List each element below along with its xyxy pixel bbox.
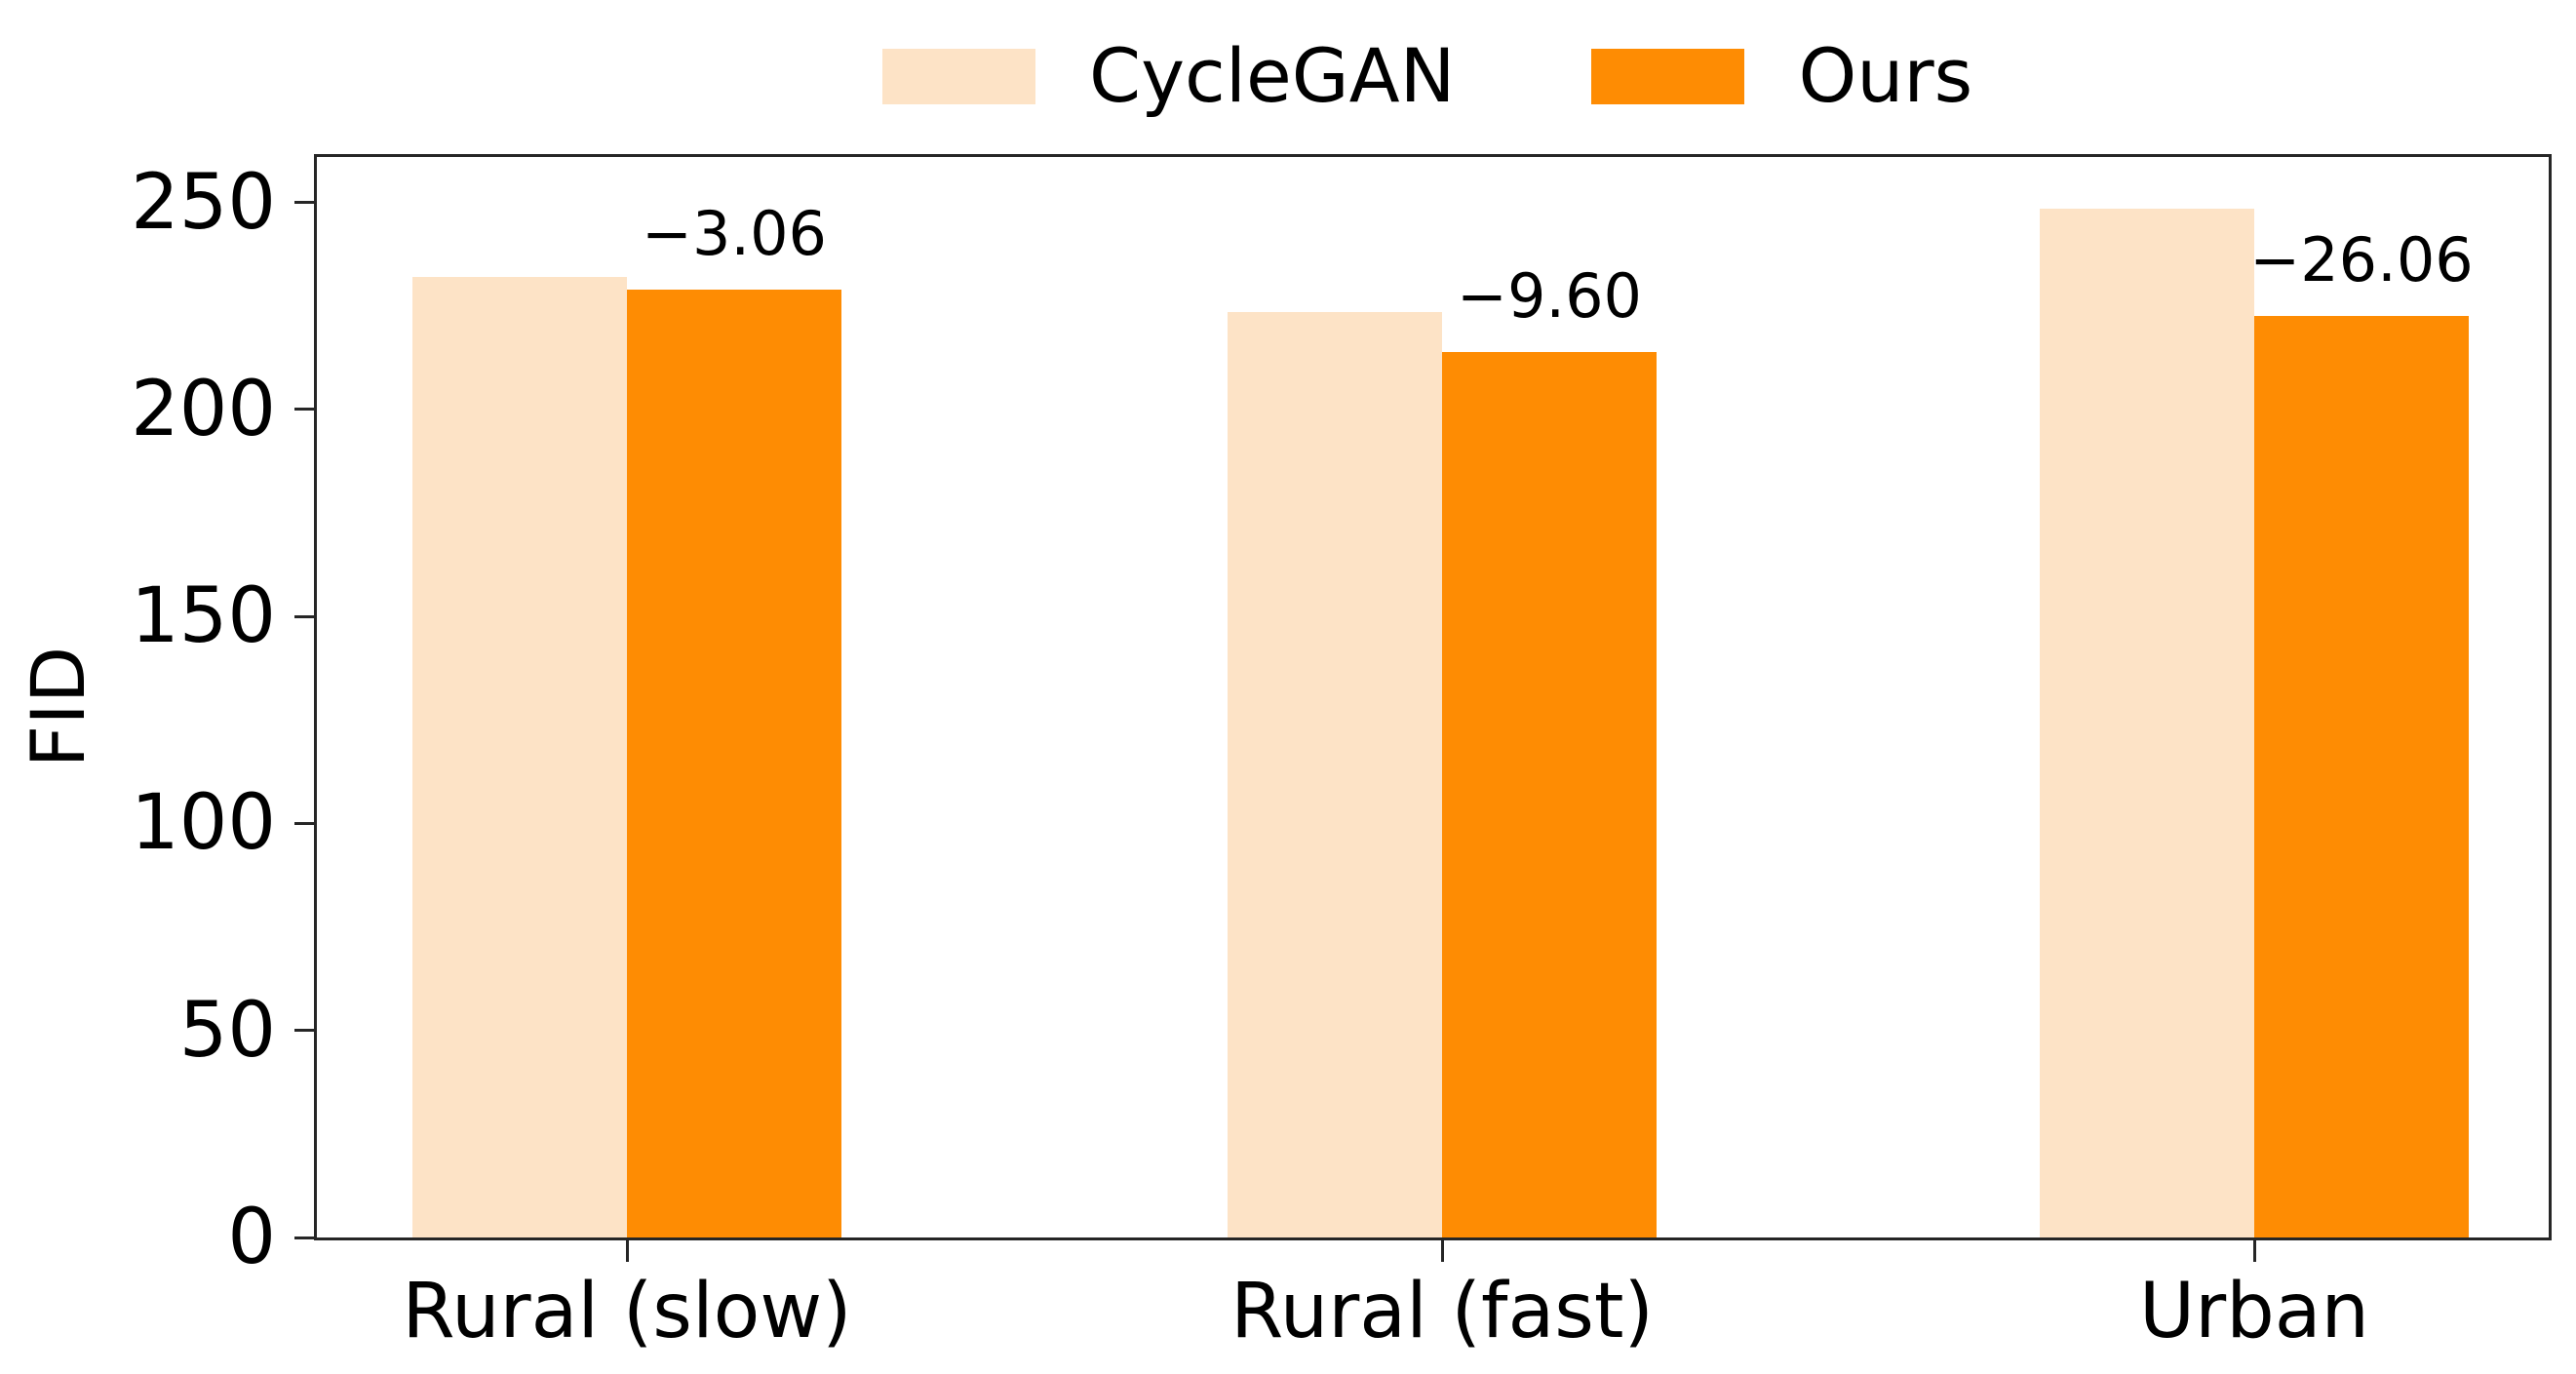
legend-label-ours: Ours bbox=[1798, 32, 1973, 119]
x-tick-mark-urban bbox=[2252, 1240, 2256, 1262]
bar-delta-label-urban: −26.06 bbox=[2249, 224, 2474, 296]
bar-cyclegan-rural-fast bbox=[1228, 311, 1442, 1237]
y-tick-label-150: 150 bbox=[131, 572, 276, 661]
y-tick-mark-50 bbox=[294, 1029, 314, 1033]
y-tick-label-0: 0 bbox=[227, 1194, 276, 1281]
y-tick-mark-250 bbox=[294, 201, 314, 205]
x-tick-label-rural-fast: Rural (fast) bbox=[1230, 1268, 1654, 1355]
legend-label-cyclegan: CycleGAN bbox=[1089, 32, 1456, 119]
chart-legend: CycleGAN Ours bbox=[882, 39, 1972, 113]
y-axis-title: FID bbox=[15, 646, 101, 768]
bar-ours-urban bbox=[2254, 316, 2469, 1237]
x-tick-mark-rural-fast bbox=[1440, 1240, 1444, 1262]
y-tick-label-200: 200 bbox=[131, 365, 276, 453]
bar-delta-label-rural-fast: −9.60 bbox=[1457, 259, 1642, 332]
bar-delta-label-rural-slow: −3.06 bbox=[642, 198, 827, 270]
plot-area: 0 50 100 150 200 250 Rural (slow) −3.06 Rural (f… bbox=[131, 154, 2552, 1355]
y-tick-label-50: 50 bbox=[178, 986, 276, 1075]
bar-cyclegan-urban bbox=[2040, 208, 2254, 1237]
legend-swatch-ours-icon bbox=[1591, 48, 1745, 104]
bar-cyclegan-rural-slow bbox=[412, 277, 627, 1237]
y-tick-mark-0 bbox=[294, 1236, 314, 1239]
legend-swatch-cyclegan-icon bbox=[882, 48, 1035, 104]
y-tick-label-100: 100 bbox=[131, 779, 276, 868]
y-tick-mark-100 bbox=[294, 821, 314, 825]
bar-ours-rural-fast bbox=[1442, 351, 1657, 1237]
legend-item-cyclegan: CycleGAN bbox=[882, 39, 1455, 113]
bar-ours-rural-slow bbox=[627, 290, 841, 1237]
x-tick-label-rural-slow: Rural (slow) bbox=[402, 1268, 852, 1355]
legend-item-ours: Ours bbox=[1591, 39, 1972, 113]
x-tick-mark-rural-slow bbox=[625, 1240, 629, 1262]
y-tick-label-250: 250 bbox=[131, 158, 276, 247]
y-tick-mark-150 bbox=[294, 614, 314, 618]
y-tick-mark-200 bbox=[294, 408, 314, 412]
x-tick-label-urban: Urban bbox=[2139, 1268, 2369, 1355]
